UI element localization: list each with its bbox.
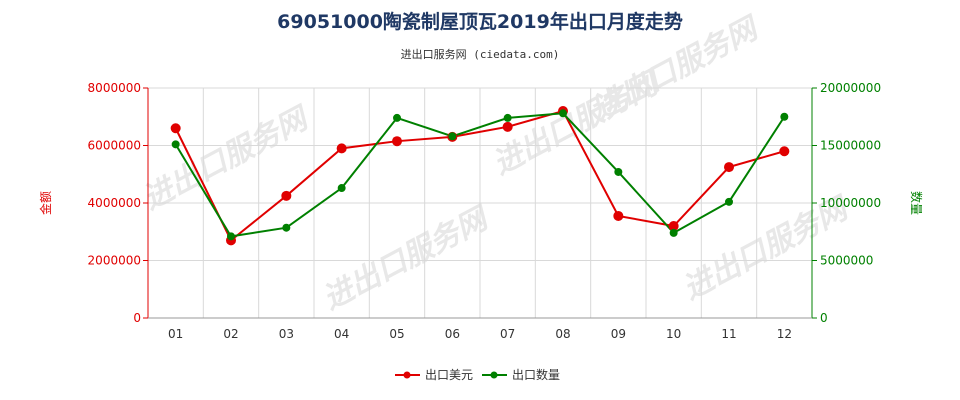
- data-point-quantity[interactable]: [448, 132, 457, 141]
- series-line-quantity: [174, 112, 786, 238]
- x-tick-label: 01: [168, 327, 183, 341]
- data-point-quantity[interactable]: [337, 184, 346, 193]
- data-point-usd[interactable]: [170, 123, 181, 134]
- y-tick-label-left: 2000000: [88, 254, 141, 268]
- data-point-quantity[interactable]: [614, 167, 623, 176]
- chart-subtitle: 进出口服务网 (ciedata.com): [401, 47, 560, 61]
- x-tick-label: 06: [445, 327, 460, 341]
- legend: 出口美元 出口数量: [395, 367, 560, 382]
- x-tick-label: 04: [334, 327, 349, 341]
- data-point-usd[interactable]: [668, 221, 679, 231]
- series-line-usd: [174, 109, 785, 242]
- data-point-usd[interactable]: [502, 121, 513, 132]
- y-tick-label-left: 8000000: [88, 81, 141, 95]
- data-point-quantity[interactable]: [725, 197, 733, 206]
- x-tick-label: 05: [389, 327, 404, 341]
- legend-label-usd: 出口美元: [425, 368, 473, 382]
- y-tick-label-left: 6000000: [88, 139, 141, 153]
- x-tick-label: 08: [555, 327, 570, 341]
- legend-label-quantity: 出口数量: [512, 367, 560, 382]
- series: [170, 106, 790, 246]
- x-tick-label: 07: [500, 327, 515, 341]
- y-tick-label-right: 0: [820, 311, 828, 325]
- data-point-quantity[interactable]: [780, 112, 789, 121]
- x-tick-label: 11: [721, 327, 736, 341]
- data-point-quantity[interactable]: [393, 113, 401, 122]
- y-tick-label-right: 20000000: [820, 81, 881, 95]
- data-point-usd[interactable]: [281, 190, 292, 201]
- y-tick-label-right: 5000000: [820, 254, 873, 268]
- y-tick-label-right: 10000000: [820, 196, 881, 210]
- data-point-usd[interactable]: [392, 136, 402, 147]
- watermark-text: 进出口服务网: [317, 200, 496, 317]
- x-tick-label: 09: [611, 327, 626, 341]
- y-axis-label-right: 数量: [909, 191, 924, 215]
- x-tick-label: 02: [223, 327, 238, 341]
- data-point-quantity[interactable]: [171, 140, 180, 149]
- data-point-usd[interactable]: [724, 162, 734, 173]
- chart-title: 69051000陶瓷制屋顶瓦2019年出口月度走势: [277, 10, 683, 33]
- grid: [147, 87, 813, 319]
- data-point-usd[interactable]: [779, 146, 790, 157]
- data-point-usd[interactable]: [613, 210, 624, 221]
- y-axis-label-left: 金额: [38, 191, 53, 215]
- data-point-quantity[interactable]: [227, 232, 235, 241]
- y-tick-label-right: 15000000: [820, 139, 881, 153]
- y-tick-label-left: 0: [133, 311, 141, 325]
- x-tick-label: 10: [666, 327, 681, 341]
- legend-item-quantity[interactable]: 出口数量: [482, 367, 560, 382]
- x-tick-label: 12: [777, 327, 792, 341]
- y-ticks-right: 0 5000000 10000000 15000000 20000000: [812, 81, 881, 325]
- y-ticks-left: 0 2000000 4000000 6000000 8000000: [88, 81, 148, 325]
- x-ticks: 01 02 03 04 05 06 07 08 09 10 11 12: [168, 327, 792, 341]
- data-point-usd[interactable]: [336, 143, 347, 154]
- x-tick-label: 03: [279, 327, 294, 341]
- data-point-quantity[interactable]: [559, 109, 567, 118]
- data-point-quantity[interactable]: [282, 223, 291, 232]
- legend-item-usd[interactable]: 出口美元: [395, 368, 473, 382]
- data-point-quantity[interactable]: [503, 113, 512, 122]
- y-tick-label-left: 4000000: [88, 196, 141, 210]
- data-point-quantity[interactable]: [669, 228, 678, 237]
